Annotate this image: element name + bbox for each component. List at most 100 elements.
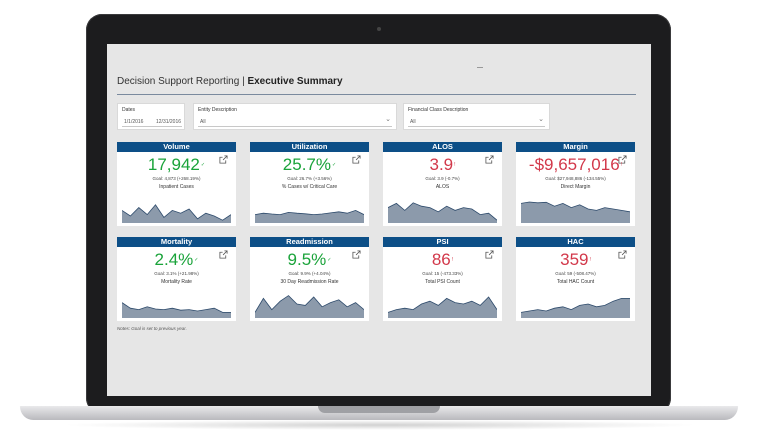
sparkline-line (388, 202, 497, 221)
kpi-card-alos[interactable]: ALOS 3.9! Goal: 3.9 (-0.7%) ALOS (383, 142, 502, 226)
financial-class-dropdown[interactable]: All (410, 119, 416, 125)
kpi-sparkline (122, 302, 231, 318)
open-external-icon[interactable] (219, 250, 228, 259)
sparkline-area (388, 297, 497, 318)
kpi-value: 17,942✓ (147, 155, 206, 174)
dates-filter[interactable]: Dates 1/1/2016 12/31/2016 (117, 103, 185, 130)
open-external-icon[interactable] (618, 250, 627, 259)
sparkline-line (255, 295, 364, 313)
date-range-slider[interactable] (122, 126, 182, 127)
kpi-sparkline (255, 209, 364, 223)
kpi-value: 86! (431, 250, 454, 269)
sparkline-line (255, 209, 364, 216)
chevron-down-icon[interactable]: ⌄ (385, 116, 391, 123)
kpi-card-title: ALOS (383, 142, 502, 152)
entity-filter[interactable]: Entity Description All ⌄ (193, 103, 397, 130)
kpi-subtitle: 30 Day Readmission Rate (280, 279, 339, 285)
sparkline-area (255, 210, 364, 223)
status-mark: ✓ (194, 257, 199, 263)
sparkline-area (122, 302, 231, 318)
status-mark: ! (451, 257, 454, 263)
kpi-subtitle: Mortality Rate (161, 279, 192, 285)
kpi-goal: Goal: $27,948,886 (-134.55%) (545, 176, 606, 181)
kpi-value: 3.9! (429, 155, 456, 174)
kpi-card-utilization[interactable]: Utilization 25.7%✓ Goal: 26.7% (+3.56%) … (250, 142, 369, 226)
kpi-value: -$9,657,016! (528, 155, 623, 174)
title-divider (117, 94, 636, 95)
webcam (377, 27, 381, 31)
dates-filter-label: Dates (122, 107, 136, 113)
financial-class-filter[interactable]: Financial Class Description All ⌄ (403, 103, 550, 130)
kpi-value: 359! (560, 250, 591, 269)
kpi-card-title: Volume (117, 142, 236, 152)
chevron-down-icon[interactable]: ⌄ (538, 116, 544, 123)
end-date-input[interactable]: 12/31/2016 (156, 119, 182, 125)
dashboard-screen: Decision Support Reporting | Executive S… (107, 44, 651, 396)
kpi-goal: Goal: 3.9 (-0.7%) (425, 176, 460, 181)
sparkline-area (521, 298, 630, 318)
kpi-card-readmission[interactable]: Readmission 9.5%✓ Goal: 9.9% (+4.04%) 30… (250, 237, 369, 321)
minimize-indicator (477, 67, 483, 68)
kpi-sparkline (122, 204, 231, 223)
entity-dropdown[interactable]: All (200, 119, 206, 125)
sparkline-line (388, 296, 497, 313)
kpi-sparkline (521, 297, 630, 318)
sparkline-line (122, 302, 231, 313)
open-external-icon[interactable] (219, 155, 228, 164)
kpi-card-title: Margin (516, 142, 635, 152)
status-mark: ✓ (332, 162, 337, 168)
open-external-icon[interactable] (352, 155, 361, 164)
kpi-value: 9.5%✓ (287, 250, 332, 269)
kpi-value: 25.7%✓ (282, 155, 337, 174)
status-mark: ! (620, 162, 623, 168)
kpi-sparkline (255, 295, 364, 318)
kpi-sparkline (388, 296, 497, 318)
entity-dropdown-underline (198, 126, 392, 127)
start-date-input[interactable]: 1/1/2016 (124, 119, 144, 125)
sparkline-line (521, 297, 630, 313)
open-external-icon[interactable] (618, 155, 627, 164)
kpi-goal: Goal: 59 (-508.47%) (555, 271, 596, 276)
entity-filter-label: Entity Description (198, 107, 237, 113)
open-external-icon[interactable] (485, 250, 494, 259)
kpi-value: 2.4%✓ (154, 250, 199, 269)
kpi-subtitle: Total PSI Count (425, 279, 460, 285)
kpi-goal: Goal: 15 (-473.33%) (422, 271, 463, 276)
laptop-notch (318, 406, 440, 413)
kpi-card-margin[interactable]: Margin -$9,657,016! Goal: $27,948,886 (-… (516, 142, 635, 226)
financial-class-dropdown-underline (408, 126, 545, 127)
sparkline-area (388, 202, 497, 223)
page-title: Decision Support Reporting | Executive S… (117, 76, 343, 87)
kpi-card-psi[interactable]: PSI 86! Goal: 15 (-473.33%) Total PSI Co… (383, 237, 502, 321)
kpi-subtitle: ALOS (435, 184, 450, 190)
kpi-goal: Goal: 3.1% (+21.98%) (154, 271, 199, 276)
status-mark: ✓ (327, 257, 332, 263)
kpi-subtitle: Inpatient Cases (159, 184, 194, 190)
kpi-card-title: Readmission (250, 237, 369, 247)
status-mark: ✓ (200, 162, 206, 168)
kpi-card-title: PSI (383, 237, 502, 247)
status-mark: ! (589, 257, 591, 263)
status-mark: ! (454, 162, 456, 168)
open-external-icon[interactable] (352, 250, 361, 259)
kpi-sparkline (388, 202, 497, 223)
kpi-sparkline (521, 201, 630, 223)
kpi-goal: Goal: 26.7% (+3.56%) (287, 176, 332, 181)
sparkline-area (255, 295, 364, 318)
laptop-base (20, 406, 738, 420)
open-external-icon[interactable] (485, 155, 494, 164)
kpi-goal: Goal: 4,873 (+268.19%) (152, 176, 201, 181)
kpi-goal: Goal: 9.9% (+4.04%) (288, 271, 331, 276)
kpi-card-hac[interactable]: HAC 359! Goal: 59 (-508.47%) Total HAC C… (516, 237, 635, 321)
kpi-card-title: HAC (516, 237, 635, 247)
sparkline-line (122, 204, 231, 221)
kpi-card-title: Utilization (250, 142, 369, 152)
kpi-subtitle: Total HAC Count (556, 279, 595, 285)
laptop-shadow (60, 420, 700, 430)
kpi-card-mortality[interactable]: Mortality 2.4%✓ Goal: 3.1% (+21.98%) Mor… (117, 237, 236, 321)
notes-text: Notes: Goal is set to previous year. (117, 326, 187, 331)
kpi-card-title: Mortality (117, 237, 236, 247)
kpi-card-volume[interactable]: Volume 17,942✓ Goal: 4,873 (+268.19%) In… (117, 142, 236, 226)
sparkline-line (521, 201, 630, 213)
financial-class-filter-label: Financial Class Description (408, 107, 469, 113)
